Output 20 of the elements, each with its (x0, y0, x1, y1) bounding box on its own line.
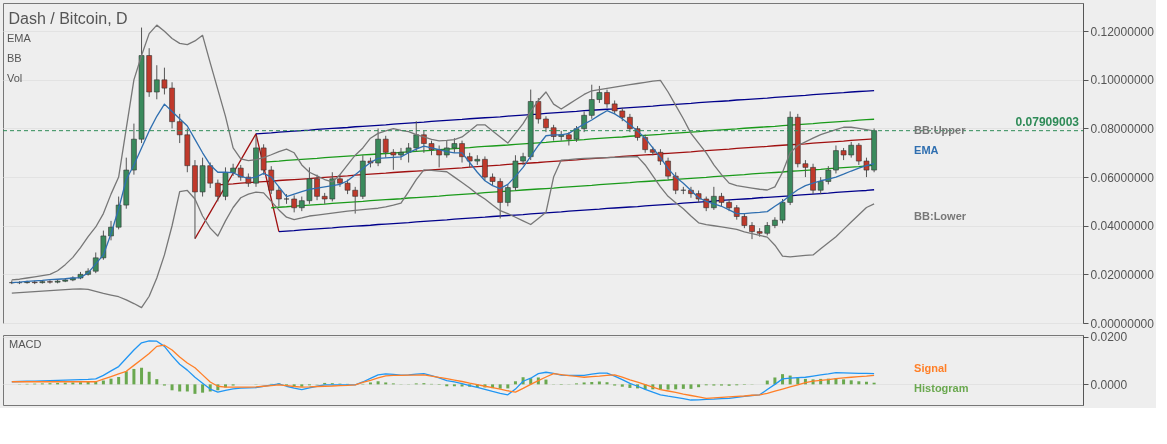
y-tick-label: 0.04000000 (1090, 219, 1155, 234)
y-tick-label: 0.12000000 (1090, 24, 1155, 39)
text: EMA (914, 143, 939, 156)
text: Signal (914, 361, 948, 374)
text: Histogram (914, 382, 969, 395)
chart-title: MACD (9, 337, 42, 350)
text: BB:Upper (914, 123, 967, 136)
y-tick-label: 0.06000000 (1090, 170, 1155, 185)
annotation: EMA (7, 32, 32, 44)
y-tick-label: 0.10000000 (1090, 73, 1155, 88)
y-tick-label: 0.02000000 (1090, 267, 1155, 282)
y-tick-label: 0.0000 (1090, 377, 1128, 392)
ref-line-label: 0.07909003 (1015, 114, 1080, 129)
text: BB:Lower (914, 209, 967, 222)
y-tick-label: 0.00000000 (1090, 316, 1155, 331)
y-tick-label: 0.08000000 (1090, 121, 1155, 136)
y-tick-label: 0.0200 (1090, 330, 1128, 345)
chart-title: Dash / Bitcoin, D (8, 10, 128, 27)
annotation: BB (7, 52, 22, 64)
annotation: Vol (7, 72, 23, 84)
